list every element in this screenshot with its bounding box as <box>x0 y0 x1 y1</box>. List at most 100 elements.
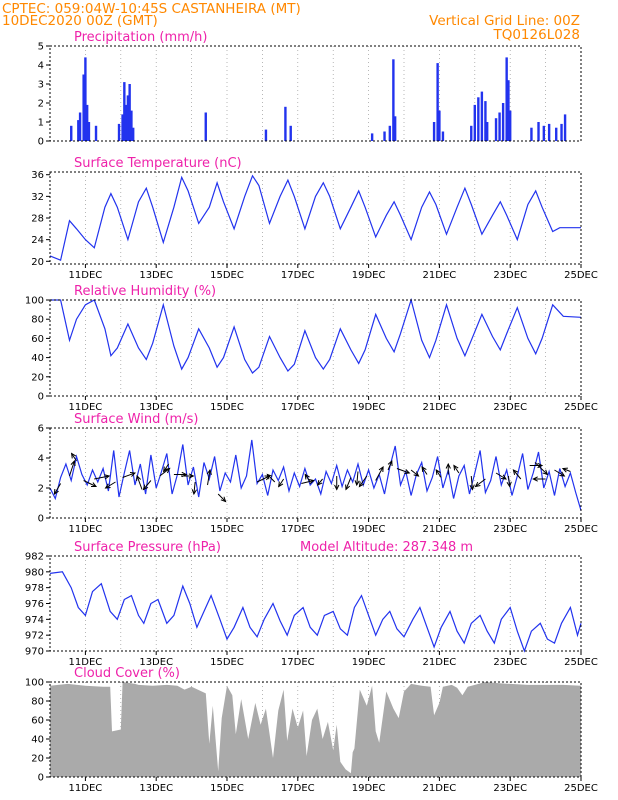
precip-bar <box>383 131 386 141</box>
cloud-cover-x-tick-label: 19DEC <box>352 783 386 794</box>
cloud-cover-x-tick-label: 25DEC <box>564 783 598 794</box>
precip-bar <box>130 110 133 141</box>
wind-panel: 0 2 4 6 11DEC 13DEC 15DEC 17DEC 19DEC 21DEC 23DEC 2… <box>38 412 598 535</box>
wind-arrow <box>316 478 323 486</box>
precip-bar <box>85 104 89 141</box>
pressure-x-tick-label: 19DEC <box>352 657 386 668</box>
precip-bar <box>388 125 392 141</box>
humidity-x-tick-label: 25DEC <box>564 402 598 413</box>
cloud-cover-y-tick-label: 20 <box>31 754 44 765</box>
precip-bar <box>82 74 85 141</box>
wind-y-tick-label: 6 <box>38 424 44 435</box>
cloud-cover-area <box>50 682 581 777</box>
cloud-cover-x-tick-label: 11DEC <box>69 783 103 794</box>
precip-bar <box>505 57 508 141</box>
wind-arrow <box>278 478 285 488</box>
cloud-cover-y-tick-label: 40 <box>31 735 44 746</box>
wind-x-tick-label: 17DEC <box>281 524 315 535</box>
wind-arrow <box>163 463 170 473</box>
precip-bar <box>547 123 551 141</box>
wind-arrow <box>435 469 442 478</box>
humidity-y-tick-label: 20 <box>31 372 44 383</box>
humidity-x-tick-label: 15DEC <box>210 402 244 413</box>
wind-series-line <box>49 439 582 511</box>
pressure-x-tick-label: 25DEC <box>564 657 598 668</box>
precip-bar <box>436 63 439 141</box>
precip-bar <box>393 116 397 141</box>
wind-arrow <box>345 477 352 491</box>
precip-bar <box>70 125 73 141</box>
wind-arrow <box>554 469 566 477</box>
precipitation-title: Precipitation (mm/h) <box>74 30 207 45</box>
precipitation-y-tick-label: 0 <box>38 137 44 148</box>
humidity-title: Relative Humidity (%) <box>74 284 216 299</box>
cloud-cover-title: Cloud Cover (%) <box>74 666 180 681</box>
pressure-y-tick-label: 970 <box>25 647 44 658</box>
wind-arrow <box>266 473 276 483</box>
temperature-y-tick-label: 36 <box>31 170 44 181</box>
precipitation-y-tick-label: 1 <box>38 118 44 129</box>
wind-arrow <box>396 468 411 475</box>
cloud-cover-frame <box>49 681 582 778</box>
humidity-y-tick-label: 80 <box>31 315 44 326</box>
wind-arrow <box>410 469 420 477</box>
pressure-x-tick-label: 13DEC <box>139 657 173 668</box>
cloud-cover-panel: 0 20 40 60 80 100 11DEC 13DEC 15DEC 17DEC 19DEC 21D… <box>25 666 598 794</box>
temperature-x-tick-label: 13DEC <box>139 270 173 281</box>
wind-arrow <box>142 480 152 491</box>
pressure-y-tick-label: 974 <box>25 615 44 626</box>
wind-arrow <box>445 462 451 475</box>
pressure-y-tick-label: 978 <box>25 583 44 594</box>
wind-x-tick-label: 23DEC <box>493 524 527 535</box>
humidity-y-tick-label: 0 <box>38 392 44 403</box>
precip-bar <box>289 125 292 141</box>
precipitation-frame <box>49 45 582 142</box>
precip-bar <box>501 103 505 141</box>
pressure-series-line <box>49 571 582 653</box>
humidity-x-tick-label: 13DEC <box>139 402 173 413</box>
pressure-y-tick-label: 972 <box>25 631 44 642</box>
pressure-y-tick-label: 976 <box>25 599 44 610</box>
wind-y-tick-label: 4 <box>38 454 44 465</box>
wind-x-tick-label: 13DEC <box>139 524 173 535</box>
wind-y-tick-label: 0 <box>38 514 44 525</box>
precip-bar <box>126 95 130 141</box>
model-altitude-label: Model Altitude: 287.348 m <box>300 540 473 555</box>
wind-arrow <box>354 471 360 487</box>
precip-bar <box>507 80 510 141</box>
cloud-cover-y-tick-label: 80 <box>31 697 44 708</box>
precip-bar <box>560 123 563 141</box>
precip-bar <box>438 110 441 141</box>
precip-bar <box>123 82 126 141</box>
precip-bar <box>563 114 567 141</box>
temperature-series-line <box>49 174 581 262</box>
pressure-x-tick-label: 11DEC <box>69 657 103 668</box>
wind-arrow <box>206 468 212 486</box>
precip-bar <box>530 127 533 141</box>
wind-arrow <box>358 475 368 488</box>
pressure-y-tick-label: 980 <box>25 567 44 578</box>
precip-bar <box>284 106 287 141</box>
humidity-x-tick-label: 21DEC <box>423 402 457 413</box>
wind-arrow <box>180 473 195 479</box>
wind-x-tick-label: 21DEC <box>423 524 457 535</box>
header-run-time: 10DEC2020 00Z (GMT) <box>2 13 158 29</box>
precip-bar <box>264 129 268 141</box>
cloud-cover-y-tick-label: 100 <box>25 678 44 689</box>
temperature-x-tick-label: 25DEC <box>564 270 598 281</box>
wind-arrow <box>334 476 340 491</box>
precip-bar <box>94 125 98 141</box>
precip-bar <box>509 110 512 141</box>
wind-arrow <box>217 493 227 503</box>
wind-x-tick-label: 11DEC <box>69 524 103 535</box>
wind-frame <box>49 427 582 519</box>
precip-bar <box>392 59 395 141</box>
humidity-x-tick-label: 19DEC <box>352 402 386 413</box>
wind-arrow <box>495 472 507 480</box>
humidity-x-tick-label: 23DEC <box>493 402 527 413</box>
wind-arrow <box>191 481 197 496</box>
humidity-y-tick-label: 60 <box>31 334 44 345</box>
pressure-x-tick-label: 21DEC <box>423 657 457 668</box>
precip-bar <box>477 97 480 141</box>
precip-bar <box>555 127 558 141</box>
